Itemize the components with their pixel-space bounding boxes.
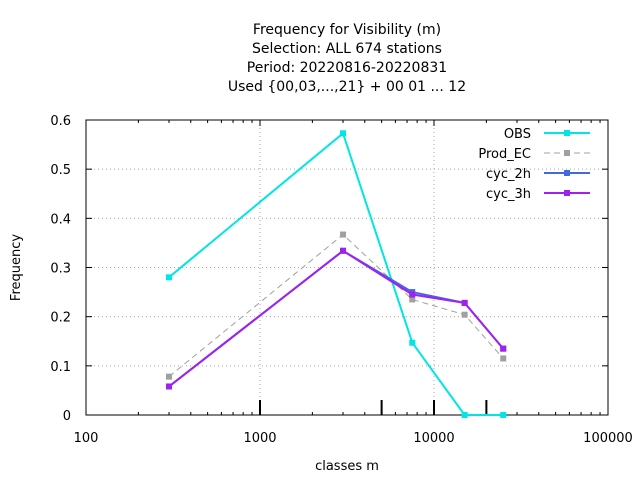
series-line-prod-ec xyxy=(168,233,504,377)
legend-swatch-marker xyxy=(564,150,570,156)
y-axis-label: Frequency xyxy=(9,234,24,301)
legend-label: Prod_EC xyxy=(478,147,531,162)
legend-swatch-marker xyxy=(564,130,570,136)
x-tick-label: 10000 xyxy=(413,431,454,446)
y-tick-label: 0.6 xyxy=(50,114,71,129)
data-point xyxy=(409,291,416,298)
data-point xyxy=(340,231,347,238)
y-tick-label: 0 xyxy=(63,409,71,424)
data-point xyxy=(500,345,507,352)
legend-label: OBS xyxy=(504,127,531,142)
legend-swatch-marker xyxy=(564,170,570,176)
x-tick-label: 100 xyxy=(74,431,99,446)
title-line: Frequency for Visibility (m) xyxy=(253,22,441,38)
data-point xyxy=(409,339,416,346)
data-point xyxy=(340,130,347,137)
series-line-cyc-3h xyxy=(168,249,504,388)
title-line: Used {00,03,...,21} + 00 01 ... 12 xyxy=(228,79,466,95)
data-point xyxy=(340,247,347,254)
series-line-obs xyxy=(168,131,504,416)
chart-title: Frequency for Visibility (m) Selection: A… xyxy=(228,22,466,95)
data-point xyxy=(409,296,416,303)
data-point xyxy=(461,412,468,418)
data-point xyxy=(166,383,173,390)
series-lines xyxy=(166,130,507,418)
y-tick-label: 0.4 xyxy=(50,212,71,227)
data-point xyxy=(166,373,173,380)
axis-ticks: 0 0.1 0.2 0.3 0.4 0.5 0.6 100 1000 10000 100000 xyxy=(50,114,633,446)
y-tick-label: 0.2 xyxy=(50,311,71,326)
x-tick-label: 1000 xyxy=(243,431,276,446)
legend-label: cyc_2h xyxy=(486,167,531,182)
class-markers xyxy=(259,400,488,415)
title-line: Period: 20220816-20220831 xyxy=(247,60,447,76)
x-tick-label: 100000 xyxy=(583,431,633,446)
title-line: Selection: ALL 674 stations xyxy=(252,41,442,57)
data-point xyxy=(500,355,507,362)
data-point xyxy=(461,299,468,306)
legend: OBS Prod_EC cyc_2h cyc_3h xyxy=(478,127,590,202)
data-point xyxy=(500,412,507,418)
x-axis-label: classes m xyxy=(315,459,379,474)
chart-grid xyxy=(86,120,608,415)
data-point xyxy=(166,274,173,281)
series-line-cyc-2h xyxy=(168,249,504,388)
y-tick-label: 0.3 xyxy=(50,262,71,277)
legend-label: cyc_3h xyxy=(486,187,531,202)
legend-swatch-marker xyxy=(564,190,570,196)
data-point xyxy=(461,311,468,318)
y-tick-label: 0.1 xyxy=(50,360,71,375)
y-tick-label: 0.5 xyxy=(50,163,71,178)
